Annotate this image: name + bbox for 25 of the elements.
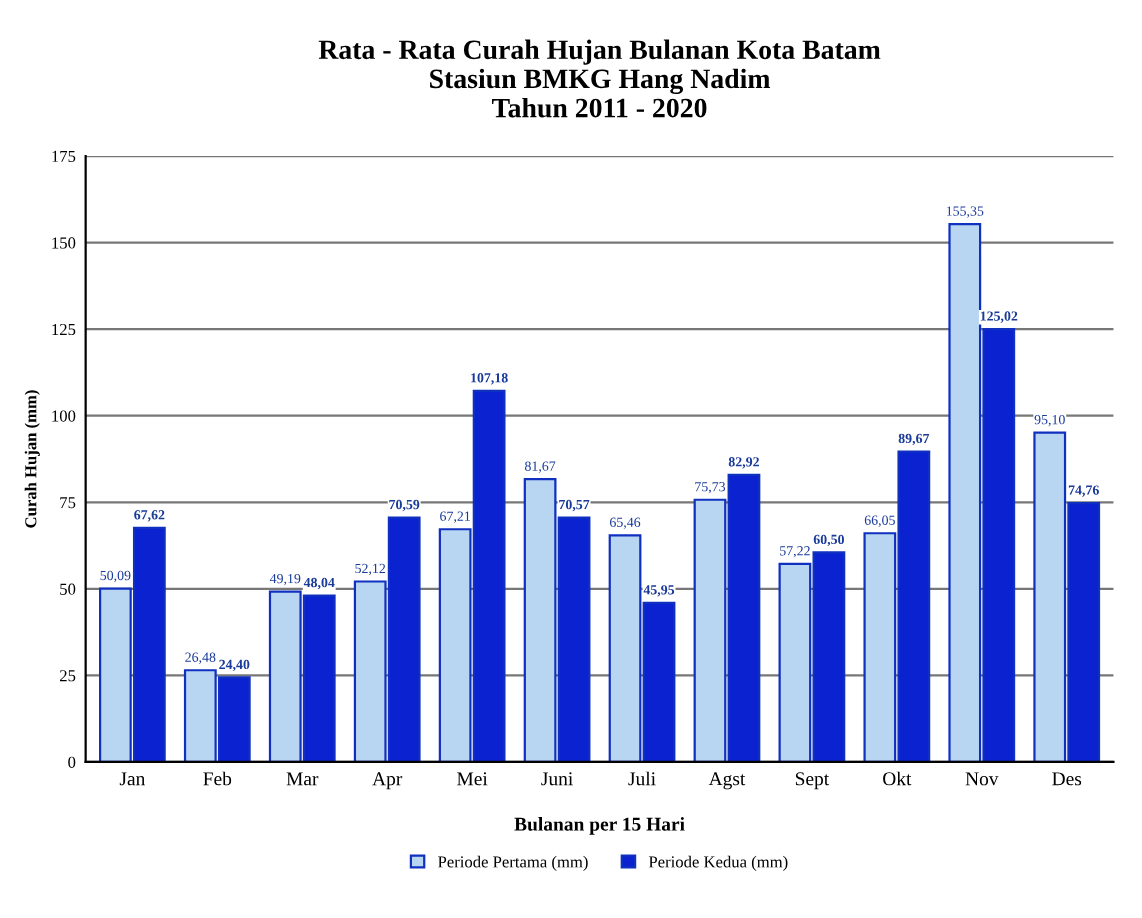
x-tick-label: Juni xyxy=(541,772,573,786)
x-tick-label: Sept xyxy=(795,772,830,790)
y-tick-label: 175 xyxy=(52,150,76,163)
x-tick-label: Juli xyxy=(628,771,656,786)
chart-title: Rata - Rata Curah Hujan Bulanan Kota Batam Stasiun BMKG Hang Nadim Tahun 2011 - 2020 xyxy=(318,39,881,118)
y-tick-label: 125 xyxy=(52,323,76,336)
x-tick-label: Mei xyxy=(457,772,488,786)
y-tick-label: 0 xyxy=(68,756,76,768)
legend-label: Periode Kedua (mm) xyxy=(648,855,788,871)
x-tick-label: Des xyxy=(1052,772,1082,786)
y-tick-label: 75 xyxy=(60,497,76,509)
y-tick-label: 25 xyxy=(59,670,76,682)
y-tick-label: 150 xyxy=(52,237,76,249)
x-tick-label: Nov xyxy=(965,772,999,786)
legend-label: Periode Pertama (mm) xyxy=(438,855,588,871)
x-tick-label: Jan xyxy=(119,772,146,786)
x-tick-label: Okt xyxy=(883,771,912,786)
x-tick-label: Feb xyxy=(203,771,232,786)
y-tick-label: 100 xyxy=(52,410,76,422)
y-tick-label: 50 xyxy=(60,583,76,595)
x-tick-label: Mar xyxy=(286,772,319,786)
x-tick-label: Apr xyxy=(372,772,403,790)
y-axis-title: Curah Hujan (mm) xyxy=(24,390,40,528)
x-tick-label: Agst xyxy=(708,772,746,790)
x-axis-title: Bulanan per 15 Hari xyxy=(514,817,685,835)
